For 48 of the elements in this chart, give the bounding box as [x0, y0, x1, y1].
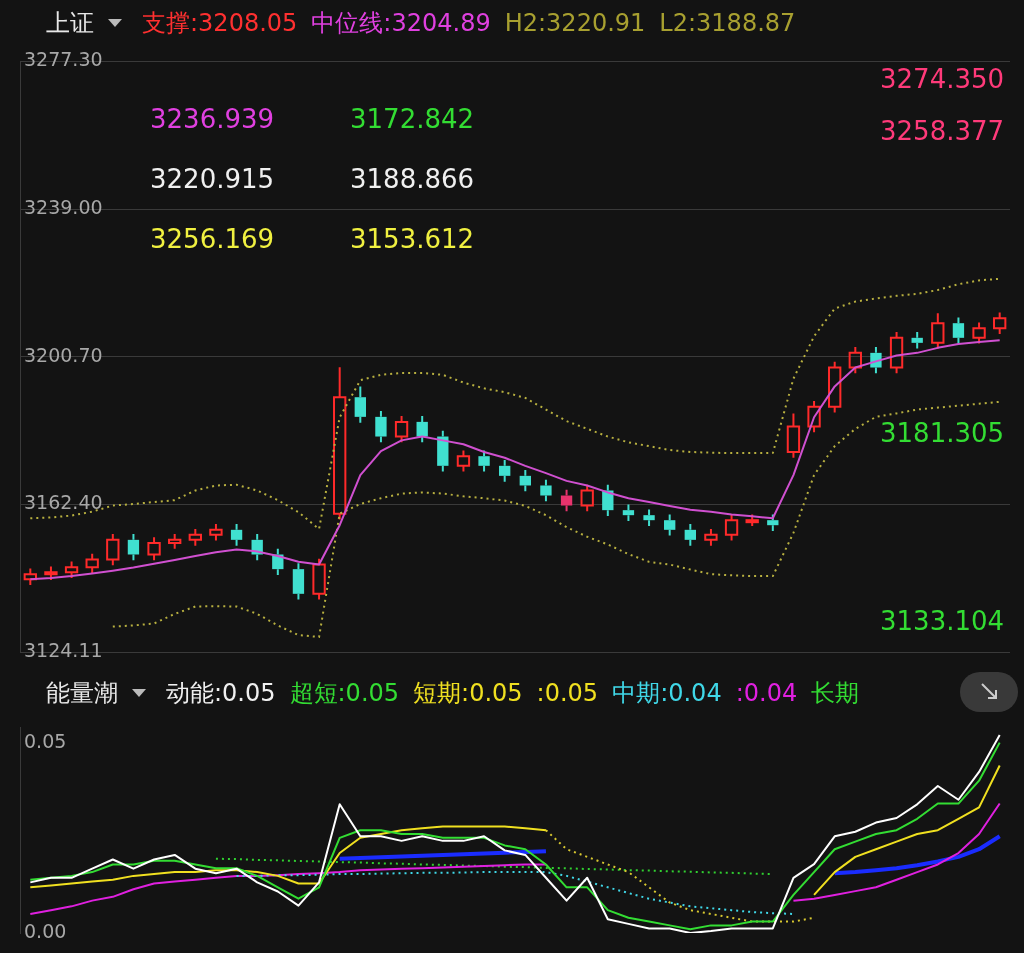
text: H2:3220.91 — [504, 9, 646, 37]
y-tick-label: 3124.11 — [24, 638, 103, 661]
text: 中位线:3204.89 — [311, 8, 491, 39]
annotation: 3256.169 — [150, 224, 275, 254]
candlestick — [911, 331, 923, 350]
text: 支撑:3208.05 — [142, 8, 298, 39]
y-tick-label: 3200.70 — [24, 343, 103, 366]
annotation: 3153.612 — [350, 224, 475, 254]
y-tick-label: 3277.30 — [24, 48, 103, 71]
y-tick-label: 0.05 — [24, 729, 67, 752]
candlestick — [684, 523, 696, 547]
candlestick — [127, 533, 140, 562]
candlestick — [952, 316, 965, 345]
annotation: 3258.377 — [880, 116, 1005, 146]
candlestick — [292, 562, 305, 601]
annotation: 3172.842 — [350, 104, 475, 134]
candlestick — [643, 508, 655, 527]
candlestick — [230, 523, 243, 547]
text: 长期 — [811, 678, 860, 709]
text: 中期:0.04 — [612, 678, 722, 709]
y-tick-label: 3239.00 — [24, 196, 103, 218]
annotation: 3181.305 — [880, 418, 1005, 448]
text: L2:3188.87 — [659, 9, 796, 37]
annotation: 3236.939 — [150, 104, 275, 134]
candlestick — [786, 412, 801, 459]
annotation: 3133.104 — [880, 606, 1005, 636]
text: 动能:0.05 — [166, 678, 276, 709]
text: :0.05 — [536, 679, 599, 707]
annotation: 3220.915 — [150, 164, 275, 194]
text: :0.04 — [735, 679, 798, 707]
candlestick — [375, 410, 387, 444]
line-series — [235, 871, 795, 915]
candlestick — [560, 488, 573, 513]
candlestick — [519, 469, 531, 493]
text: 超短:0.05 — [289, 678, 400, 709]
annotation: 3188.866 — [350, 164, 475, 194]
candlestick — [622, 503, 635, 522]
y-tick-label: 3162.40 — [24, 491, 103, 514]
candlestick — [333, 366, 347, 521]
candlestick — [354, 385, 366, 424]
annotation: 3274.350 — [880, 64, 1005, 94]
chart-title: 上证 — [46, 8, 94, 39]
line-series — [111, 400, 1001, 638]
candlestick — [499, 459, 511, 483]
text: 短期:0.05 — [413, 678, 523, 709]
candlestick — [664, 513, 676, 537]
y-tick-label: 0.00 — [24, 919, 67, 942]
chart-title: 能量潮 — [46, 678, 118, 709]
